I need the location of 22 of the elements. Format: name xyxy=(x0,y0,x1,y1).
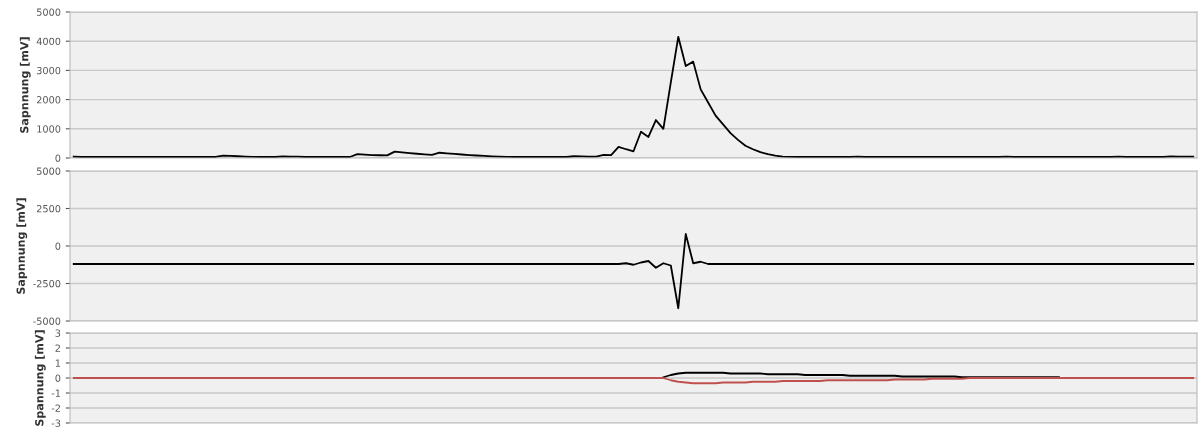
y-tick-label: 4000 xyxy=(36,37,61,46)
y-tick-label: 0 xyxy=(55,154,61,162)
y-tick-label: -2 xyxy=(51,404,60,412)
line-series xyxy=(72,233,1195,310)
y-tick-label: 3 xyxy=(55,329,61,337)
y-tick-label: 2 xyxy=(55,344,60,352)
y-axis-title: Spannung [mV] xyxy=(34,330,46,426)
y-tick-label: 3000 xyxy=(36,66,61,75)
y-axis-title: Sapnnung [mV] xyxy=(16,198,28,294)
y-tick-label: 0 xyxy=(55,374,61,382)
y-tick-label: 1 xyxy=(55,359,61,367)
y-tick-label: 2500 xyxy=(36,204,61,213)
y-tick-label: 1000 xyxy=(37,125,61,133)
y-tick-label: 5000 xyxy=(36,8,61,16)
y-tick-label: -3 xyxy=(51,419,61,427)
y-tick-label: 5000 xyxy=(36,167,61,175)
y-tick-label: -5000 xyxy=(33,317,61,325)
y-tick-label: 2000 xyxy=(36,96,61,104)
y-tick-label: 0 xyxy=(55,242,61,250)
y-axis-title: Sapnnung [mV] xyxy=(19,37,31,133)
y-tick-label: -1 xyxy=(51,389,61,397)
y-tick-label: -2500 xyxy=(33,279,61,288)
